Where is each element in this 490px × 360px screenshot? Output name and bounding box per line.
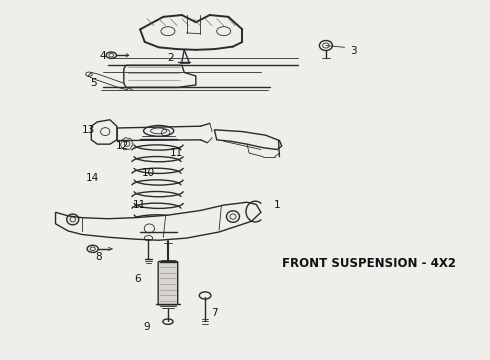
Text: 11: 11 <box>170 148 183 158</box>
FancyBboxPatch shape <box>158 261 178 305</box>
Text: 13: 13 <box>81 125 95 135</box>
Text: 9: 9 <box>144 322 150 332</box>
Text: 4: 4 <box>99 51 106 61</box>
Polygon shape <box>121 138 133 150</box>
Text: 6: 6 <box>134 274 141 284</box>
Text: 3: 3 <box>350 46 357 56</box>
Polygon shape <box>55 202 261 240</box>
Text: 5: 5 <box>90 78 97 88</box>
Text: 14: 14 <box>86 173 99 183</box>
Text: 8: 8 <box>95 252 101 262</box>
Polygon shape <box>124 65 196 87</box>
Text: 1: 1 <box>274 200 280 210</box>
Text: 2: 2 <box>167 53 173 63</box>
Text: 12: 12 <box>116 141 129 151</box>
Polygon shape <box>91 120 117 144</box>
Text: 11: 11 <box>132 200 146 210</box>
Text: FRONT SUSPENSION - 4X2: FRONT SUSPENSION - 4X2 <box>282 257 456 270</box>
Text: 7: 7 <box>211 308 218 318</box>
Polygon shape <box>215 130 282 149</box>
Text: 10: 10 <box>142 168 155 178</box>
